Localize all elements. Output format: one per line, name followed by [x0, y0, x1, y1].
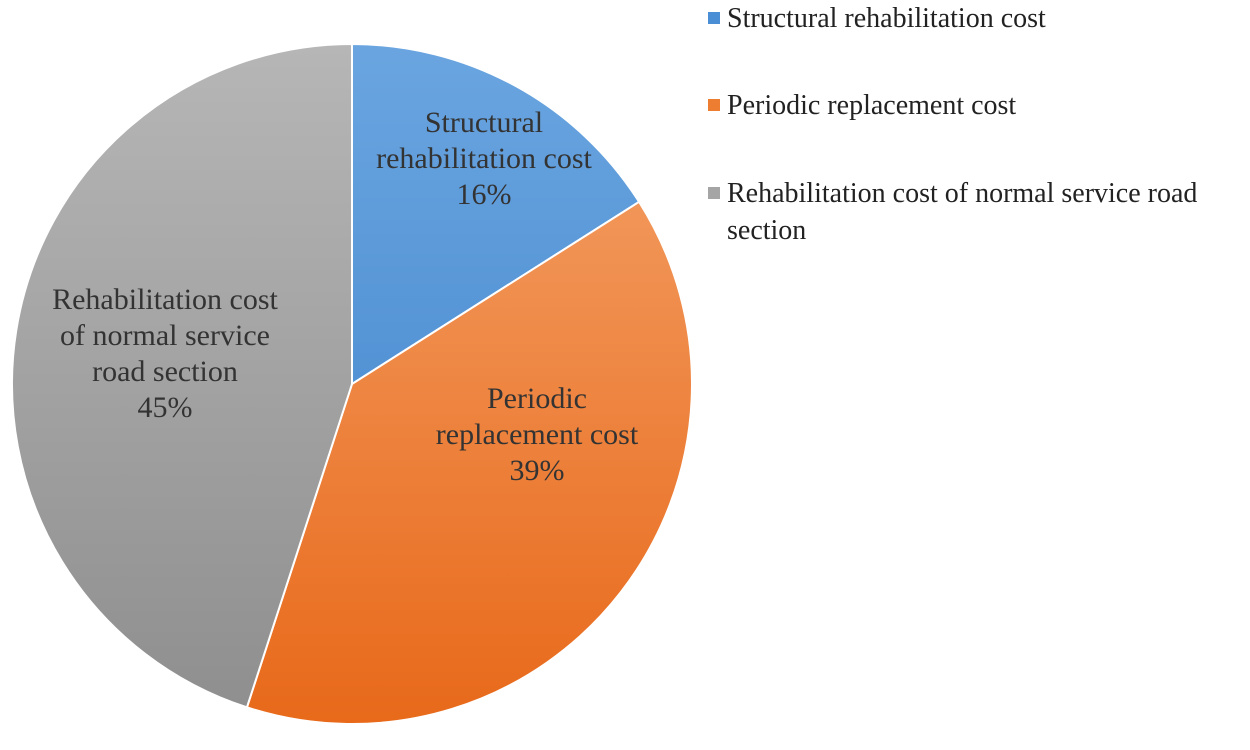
data-label-line: Structural [425, 106, 543, 139]
legend-swatch-structural [708, 12, 720, 24]
legend-item-periodic[interactable]: Periodic replacement cost [708, 87, 1247, 124]
legend-label-periodic: Periodic replacement cost [727, 90, 1017, 121]
legend-item-normal-service[interactable]: Rehabilitation cost of normal service ro… [708, 175, 1247, 249]
legend-label-structural: Structural rehabilitation cost [727, 3, 1046, 34]
data-label-normal-service: Rehabilitation cost of normal service road… [52, 283, 278, 424]
data-label-line: road section [92, 355, 238, 388]
data-label-line: Rehabilitation cost [52, 283, 278, 316]
legend-swatch-periodic [708, 99, 720, 111]
data-label-structural: Structural rehabilitation cost 16% [376, 106, 592, 211]
data-label-line: replacement cost [436, 418, 639, 451]
data-label-percent: 45% [138, 391, 193, 424]
slices-layer [10, 42, 693, 726]
data-label-percent: 16% [457, 178, 512, 211]
data-label-line: Periodic [487, 382, 587, 415]
data-label-percent: 39% [510, 454, 565, 487]
data-label-line: of normal service [60, 319, 270, 352]
legend-item-structural[interactable]: Structural rehabilitation cost [708, 0, 1247, 37]
data-label-periodic: Periodic replacement cost 39% [436, 382, 639, 487]
pie-slice-structural[interactable] [351, 42, 641, 386]
pie-slice-normal-service[interactable] [10, 42, 353, 709]
legend-label-normal-service: Rehabilitation cost of normal service ro… [727, 178, 1198, 246]
data-label-line: rehabilitation cost [376, 142, 592, 175]
pie-slice-periodic[interactable] [245, 200, 693, 726]
data-labels-layer: Structural rehabilitation cost 16% Periodic… [52, 106, 639, 487]
legend-swatch-normal-service [708, 187, 720, 199]
